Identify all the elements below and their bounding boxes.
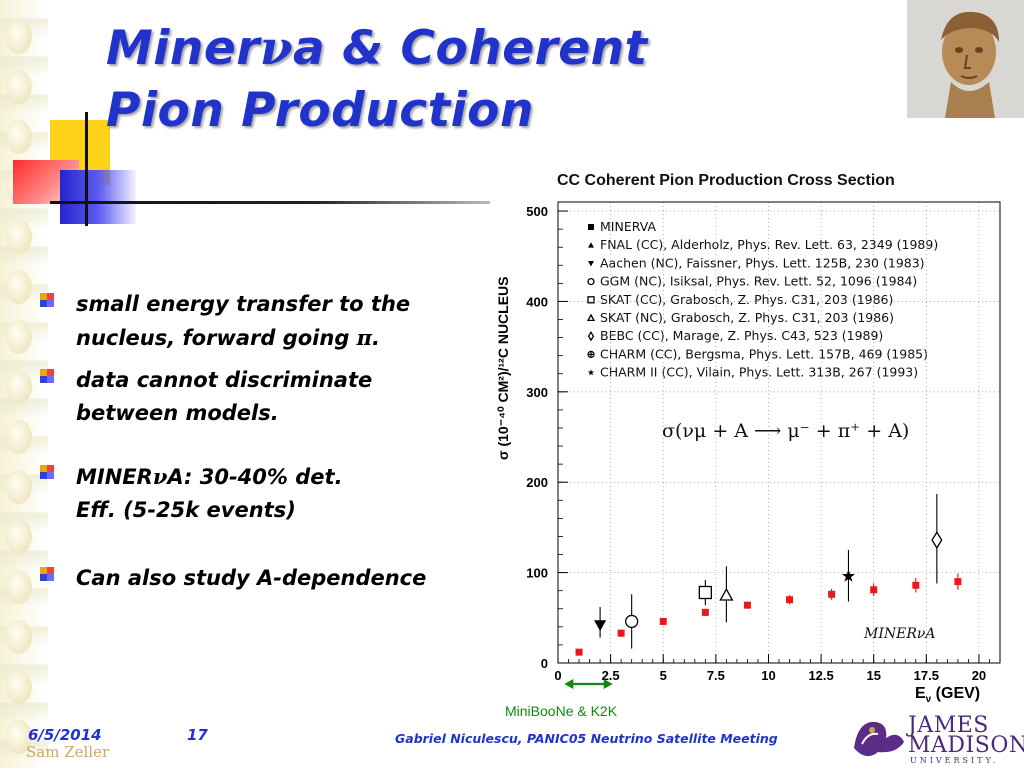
bullet-square-icon bbox=[40, 368, 54, 383]
footer-meeting: Gabriel Niculescu, PANIC05 Neutrino Sate… bbox=[395, 731, 778, 746]
legend-entry: BEBC (CC), Marage, Z. Phys. C43, 523 (19… bbox=[600, 328, 883, 343]
minerva-point bbox=[912, 581, 920, 589]
y-tick-label: 200 bbox=[526, 475, 548, 490]
minerva-point bbox=[659, 617, 667, 625]
minerva-point bbox=[575, 648, 583, 656]
legend-entry: CHARM II (CC), Vilain, Phys. Lett. 313B,… bbox=[600, 365, 918, 380]
minerva-point bbox=[701, 608, 709, 616]
x-tick-label: 15 bbox=[866, 668, 880, 683]
x-tick-label: 17.5 bbox=[914, 668, 939, 683]
legend-entry: Aachen (NC), Faissner, Phys. Lett. 125B,… bbox=[600, 255, 925, 270]
jmu-emblem-icon bbox=[854, 721, 904, 757]
formula-text: σ(νμ + A ⟶ μ⁻ + π⁺ + A) bbox=[662, 420, 909, 442]
marker-star bbox=[841, 569, 855, 582]
decorative-blue-square bbox=[60, 170, 136, 224]
minerva-point bbox=[828, 590, 836, 598]
chart-title: CC Coherent Pion Production Cross Sectio… bbox=[557, 172, 895, 189]
legend-entry: CHARM (CC), Bergsma, Phys. Lett. 157B, 4… bbox=[600, 346, 928, 361]
footer-date: 6/5/2014 bbox=[28, 726, 102, 744]
legend-entry: FNAL (CC), Alderholz, Phys. Rev. Lett. 6… bbox=[600, 237, 938, 252]
y-tick-label: 0 bbox=[541, 656, 548, 671]
range-arrow-right-icon bbox=[603, 679, 613, 689]
slide-title: Minerνa & Coherent Pion Production bbox=[106, 21, 648, 138]
y-tick-label: 100 bbox=[526, 566, 548, 581]
bullet-square-icon bbox=[40, 292, 54, 307]
jmu-logo-text: JAMES MADISON bbox=[908, 713, 1024, 758]
marker-triangle-up-filled bbox=[588, 242, 594, 248]
legend-entry: GGM (NC), Isiksal, Phys. Rev. Lett. 52, … bbox=[600, 274, 917, 289]
marker-triangle-up-open bbox=[586, 313, 596, 322]
marker-circle-open bbox=[587, 277, 595, 286]
y-tick-label: 500 bbox=[526, 204, 548, 219]
x-tick-label: 10 bbox=[761, 668, 775, 683]
footer-page-number: 17 bbox=[187, 726, 208, 744]
marker-square-open bbox=[587, 296, 595, 304]
footer-author: Sam Zeller bbox=[26, 743, 110, 761]
minerva-point bbox=[870, 586, 878, 594]
y-tick-label: 400 bbox=[526, 294, 548, 309]
legend-entry: SKAT (CC), Grabosch, Z. Phys. C31, 203 (… bbox=[600, 292, 893, 307]
minerva-point bbox=[786, 596, 794, 604]
jmu-logo-subtext: UNIVERSITY. bbox=[910, 756, 999, 765]
bullet-text: MINERνA: 30-40% det. Eff. (5-25k events) bbox=[76, 464, 343, 522]
jmu-logo: JAMES MADISON UNIVERSITY. bbox=[848, 708, 1024, 768]
range-label: MiniBooNe & K2K bbox=[505, 703, 618, 719]
x-axis-label-main: E bbox=[915, 685, 926, 702]
decorative-horizontal-line bbox=[50, 201, 490, 204]
minerva-point bbox=[954, 578, 962, 586]
title-nu-symbol: ν bbox=[259, 21, 294, 76]
marker-diamond-open bbox=[931, 531, 943, 550]
bullet-text: data cannot discriminate between models. bbox=[76, 368, 373, 425]
plot-frame bbox=[557, 201, 1001, 664]
portrait-image bbox=[907, 0, 1024, 118]
marker-square-filled bbox=[588, 224, 594, 230]
legend-entry: SKAT (NC), Grabosch, Z. Phys. C31, 203 (… bbox=[600, 310, 894, 325]
x-tick-label: 20 bbox=[972, 668, 986, 683]
bullet-item: small energy transfer to the nucleus, fo… bbox=[40, 288, 410, 355]
decorative-left-strip bbox=[0, 0, 48, 768]
y-tick-label: 300 bbox=[526, 385, 548, 400]
marker-triangle-down-filled bbox=[594, 620, 607, 632]
marker-star bbox=[587, 369, 595, 376]
legend-entry: MINERVA bbox=[600, 219, 656, 234]
minerva-point bbox=[743, 601, 751, 609]
x-axis-label-unit: (GEV) bbox=[931, 685, 980, 702]
minerva-annotation: MINERνA bbox=[863, 626, 936, 642]
marker-triangle-down-filled bbox=[588, 261, 594, 267]
x-tick-label: 7.5 bbox=[707, 668, 725, 683]
x-tick-label: 0 bbox=[554, 668, 561, 683]
x-tick-label: 12.5 bbox=[808, 668, 833, 683]
x-tick-label: 5 bbox=[660, 668, 667, 683]
bullet-square-icon bbox=[40, 464, 54, 479]
range-arrow-left-icon bbox=[564, 679, 574, 689]
bullet-text: small energy transfer to the nucleus, fo… bbox=[76, 292, 411, 350]
bullet-square-icon bbox=[40, 566, 54, 581]
x-axis-label-sub: ν bbox=[926, 694, 932, 705]
marker-diamond-open bbox=[587, 331, 595, 342]
bullet-item: Can also study A-dependence bbox=[40, 562, 426, 595]
marker-circle-open bbox=[625, 614, 639, 629]
bullet-item: MINERνA: 30-40% det. Eff. (5-25k events) bbox=[40, 460, 343, 527]
marker-square-open bbox=[698, 585, 712, 600]
bullet-item: data cannot discriminate between models. bbox=[40, 364, 372, 430]
bullet-text: Can also study A-dependence bbox=[76, 566, 427, 590]
x-axis-label: Eν (GEV) bbox=[915, 685, 980, 705]
minerva-point bbox=[617, 629, 625, 637]
y-axis-label: σ (10⁻⁴⁰ CM²)/¹²C NUCLEUS bbox=[495, 277, 511, 461]
decorative-vertical-line bbox=[85, 112, 88, 226]
marker-cross-circle bbox=[587, 350, 595, 358]
marker-triangle-up-open bbox=[719, 587, 734, 601]
x-tick-label: 2.5 bbox=[602, 668, 620, 683]
